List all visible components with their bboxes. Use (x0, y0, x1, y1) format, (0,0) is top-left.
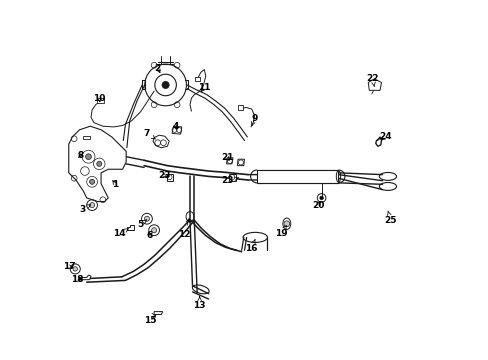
Polygon shape (97, 98, 104, 103)
Circle shape (162, 81, 169, 89)
Polygon shape (195, 77, 199, 81)
Polygon shape (226, 158, 233, 164)
Text: 19: 19 (274, 226, 287, 238)
Circle shape (97, 161, 102, 166)
Text: 3: 3 (79, 205, 90, 214)
Polygon shape (154, 312, 163, 315)
Text: 23: 23 (158, 171, 171, 180)
Polygon shape (166, 174, 172, 181)
Text: 24: 24 (378, 132, 390, 141)
Text: 5: 5 (137, 220, 146, 229)
Text: 21: 21 (221, 153, 233, 162)
Text: 18: 18 (71, 275, 84, 284)
Polygon shape (69, 126, 126, 202)
Circle shape (89, 179, 94, 184)
Circle shape (319, 196, 323, 200)
Polygon shape (237, 159, 244, 166)
Polygon shape (126, 225, 134, 230)
Circle shape (85, 154, 91, 159)
Text: 10: 10 (93, 94, 105, 103)
Text: 20: 20 (311, 201, 324, 210)
Text: 1: 1 (112, 180, 118, 189)
Text: 4: 4 (172, 122, 179, 131)
Circle shape (144, 216, 149, 221)
Text: 16: 16 (244, 240, 257, 253)
Text: 12: 12 (178, 219, 190, 239)
Polygon shape (79, 275, 91, 280)
Text: 9: 9 (251, 114, 257, 126)
Polygon shape (238, 105, 242, 110)
Circle shape (89, 203, 94, 208)
Text: 14: 14 (113, 229, 128, 238)
Polygon shape (229, 174, 235, 181)
Polygon shape (367, 79, 381, 90)
Text: 6: 6 (146, 231, 152, 240)
Text: 23: 23 (221, 176, 238, 185)
Polygon shape (153, 135, 169, 148)
Text: 13: 13 (193, 296, 205, 310)
Text: 25: 25 (384, 211, 396, 225)
Text: 7: 7 (143, 129, 155, 139)
Circle shape (151, 228, 156, 233)
Polygon shape (83, 136, 90, 139)
Text: 17: 17 (63, 262, 76, 271)
Text: 2: 2 (154, 64, 161, 73)
Circle shape (284, 221, 289, 226)
Polygon shape (172, 126, 182, 134)
Circle shape (73, 267, 77, 271)
Text: 15: 15 (144, 315, 157, 325)
Text: 22: 22 (366, 75, 378, 86)
Polygon shape (257, 170, 338, 183)
Text: 11: 11 (198, 83, 210, 92)
Text: 8: 8 (77, 151, 83, 160)
